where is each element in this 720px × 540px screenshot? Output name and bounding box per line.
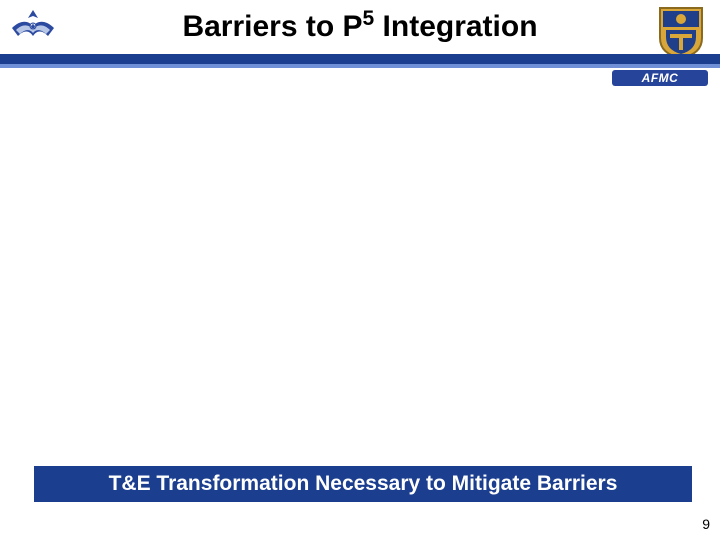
header-rule-light — [0, 64, 720, 68]
header: Barriers to P5 Integration — [0, 0, 720, 70]
title-pre: Barriers to P — [182, 10, 362, 43]
title-post: Integration — [374, 10, 537, 43]
afmc-label: AFMC — [642, 71, 679, 85]
slide-title: Barriers to P5 Integration — [0, 10, 720, 44]
afmc-badge: AFMC — [612, 70, 708, 86]
header-rule-dark — [0, 54, 720, 64]
bottom-banner-text: T&E Transformation Necessary to Mitigate… — [109, 472, 618, 496]
bottom-banner: T&E Transformation Necessary to Mitigate… — [34, 466, 692, 502]
page-number: 9 — [702, 516, 710, 532]
header-rule — [0, 54, 720, 68]
title-superscript: 5 — [363, 7, 375, 30]
slide: Barriers to P5 Integration AFMC T&E Tran… — [0, 0, 720, 540]
